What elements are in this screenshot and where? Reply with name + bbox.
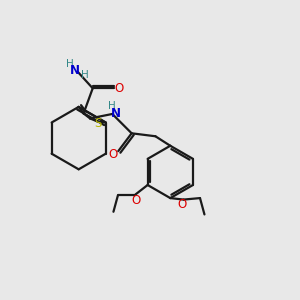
Text: N: N: [70, 64, 80, 77]
Text: S: S: [94, 117, 101, 130]
Text: O: O: [177, 198, 186, 212]
Text: O: O: [109, 148, 118, 160]
Text: H: H: [81, 70, 89, 80]
Text: O: O: [114, 82, 124, 95]
Text: N: N: [111, 107, 121, 121]
Text: H: H: [108, 101, 116, 111]
Text: O: O: [132, 194, 141, 207]
Text: H: H: [66, 59, 74, 69]
